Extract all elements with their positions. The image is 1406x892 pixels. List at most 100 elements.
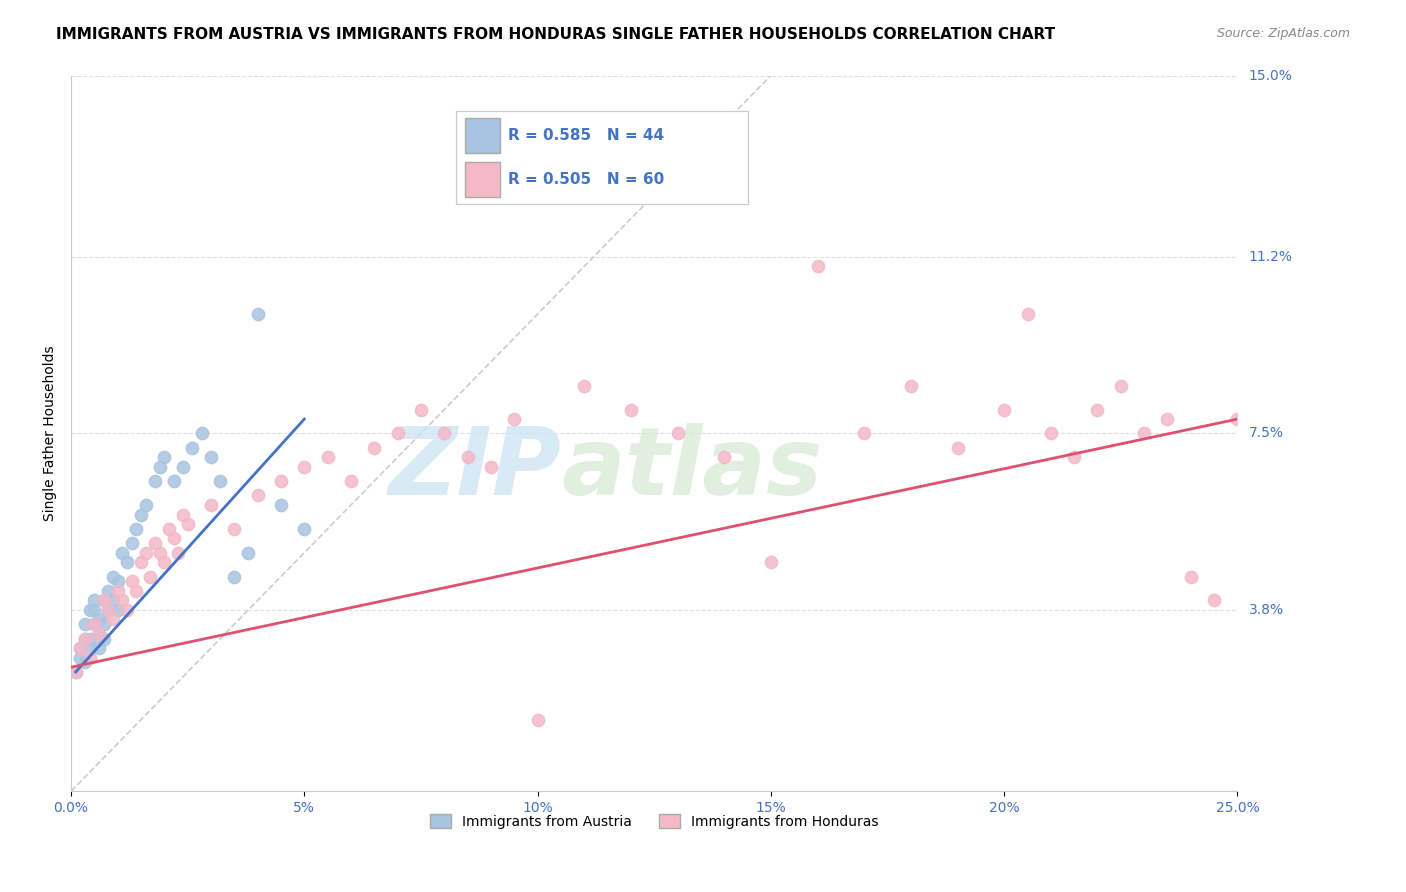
- Point: [101, 569, 124, 583]
- Point: [97, 603, 120, 617]
- Point: [292, 522, 315, 536]
- Point: [83, 593, 105, 607]
- Point: [224, 522, 246, 536]
- Point: [1204, 593, 1226, 607]
- Point: [93, 632, 115, 646]
- Point: [111, 546, 134, 560]
- Point: [163, 474, 186, 488]
- Point: [620, 402, 643, 417]
- Text: IMMIGRANTS FROM AUSTRIA VS IMMIGRANTS FROM HONDURAS SINGLE FATHER HOUSEHOLDS COR: IMMIGRANTS FROM AUSTRIA VS IMMIGRANTS FR…: [56, 27, 1056, 42]
- Point: [69, 650, 91, 665]
- Point: [200, 450, 222, 465]
- Text: 7.5%: 7.5%: [1249, 426, 1284, 441]
- Point: [457, 450, 479, 465]
- Point: [79, 632, 101, 646]
- Point: [125, 583, 148, 598]
- Text: 15.0%: 15.0%: [1249, 69, 1292, 83]
- Point: [143, 474, 166, 488]
- Point: [115, 603, 138, 617]
- Point: [73, 617, 96, 632]
- Text: 3.8%: 3.8%: [1249, 603, 1284, 617]
- Legend: Immigrants from Austria, Immigrants from Honduras: Immigrants from Austria, Immigrants from…: [425, 808, 884, 834]
- Point: [993, 402, 1015, 417]
- Point: [292, 459, 315, 474]
- Point: [143, 536, 166, 550]
- Point: [157, 522, 180, 536]
- Point: [479, 459, 502, 474]
- Point: [1180, 569, 1202, 583]
- Point: [209, 474, 232, 488]
- Point: [107, 583, 129, 598]
- Point: [503, 412, 526, 426]
- Point: [270, 498, 292, 512]
- Point: [224, 569, 246, 583]
- Point: [946, 441, 969, 455]
- Point: [93, 617, 115, 632]
- Point: [97, 603, 120, 617]
- Point: [73, 632, 96, 646]
- Point: [200, 498, 222, 512]
- Y-axis label: Single Father Households: Single Father Households: [44, 345, 58, 521]
- Point: [181, 441, 204, 455]
- Point: [316, 450, 339, 465]
- Point: [759, 555, 782, 569]
- Point: [69, 641, 91, 656]
- Point: [101, 593, 124, 607]
- Point: [79, 603, 101, 617]
- Point: [93, 593, 115, 607]
- Point: [79, 650, 101, 665]
- Point: [713, 450, 735, 465]
- Point: [135, 546, 157, 560]
- Text: Source: ZipAtlas.com: Source: ZipAtlas.com: [1216, 27, 1350, 40]
- Point: [1226, 412, 1249, 426]
- Point: [111, 593, 134, 607]
- Point: [167, 546, 190, 560]
- Point: [73, 632, 96, 646]
- Point: [574, 378, 596, 392]
- Point: [65, 665, 87, 679]
- Point: [101, 612, 124, 626]
- Point: [363, 441, 385, 455]
- Point: [121, 574, 143, 589]
- Point: [79, 641, 101, 656]
- Point: [1156, 412, 1178, 426]
- Point: [69, 641, 91, 656]
- Point: [149, 546, 172, 560]
- Point: [87, 612, 110, 626]
- Point: [387, 426, 409, 441]
- Point: [1063, 450, 1085, 465]
- Point: [115, 555, 138, 569]
- Text: 11.2%: 11.2%: [1249, 250, 1292, 264]
- Point: [73, 656, 96, 670]
- Point: [153, 555, 176, 569]
- Point: [83, 603, 105, 617]
- Point: [666, 426, 689, 441]
- Point: [1087, 402, 1109, 417]
- Point: [172, 508, 194, 522]
- Point: [176, 517, 198, 532]
- Point: [340, 474, 363, 488]
- Point: [83, 617, 105, 632]
- Point: [806, 260, 828, 274]
- Point: [270, 474, 292, 488]
- Point: [409, 402, 432, 417]
- Point: [238, 546, 260, 560]
- Point: [153, 450, 176, 465]
- Point: [163, 532, 186, 546]
- Point: [1017, 307, 1039, 321]
- Text: atlas: atlas: [561, 423, 823, 516]
- Point: [526, 713, 548, 727]
- Point: [149, 459, 172, 474]
- Point: [1133, 426, 1156, 441]
- Point: [900, 378, 922, 392]
- Point: [107, 574, 129, 589]
- Point: [107, 603, 129, 617]
- Point: [172, 459, 194, 474]
- Point: [139, 569, 162, 583]
- Point: [1039, 426, 1062, 441]
- Point: [93, 593, 115, 607]
- Point: [87, 641, 110, 656]
- Point: [129, 555, 152, 569]
- Point: [246, 307, 269, 321]
- Point: [87, 627, 110, 641]
